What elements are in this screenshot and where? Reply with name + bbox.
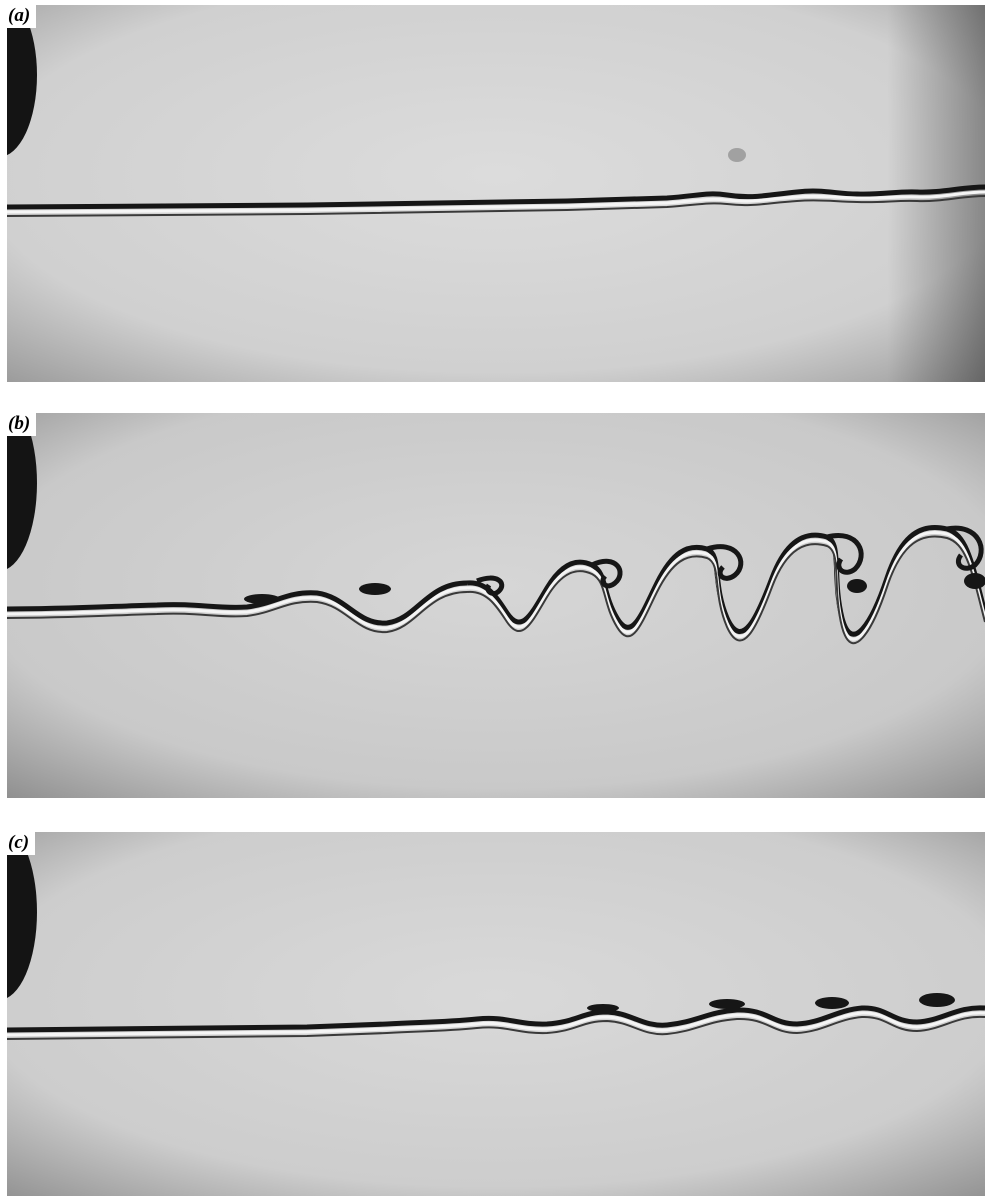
panel-c-background xyxy=(7,832,985,1196)
panel-b-image xyxy=(7,413,985,798)
panel-c-image xyxy=(7,832,985,1196)
panel-b-photo: (b) xyxy=(7,413,985,798)
spot-a xyxy=(728,148,746,162)
cylinder-shadow-b xyxy=(7,413,37,570)
panel-b-label: (b) xyxy=(7,413,37,436)
panel-a-label: (a) xyxy=(7,5,37,28)
panel-a-photo: (a) xyxy=(7,5,985,382)
dye-streak-b xyxy=(7,524,985,645)
cylinder-shadow-c xyxy=(7,832,37,999)
dye-streak-c xyxy=(7,993,985,1040)
panel-a-image xyxy=(7,5,985,382)
panel-c-photo: (c) xyxy=(7,832,985,1196)
dye-streak-a xyxy=(7,184,985,217)
panel-c-label: (c) xyxy=(7,832,36,855)
cylinder-shadow-a xyxy=(7,5,37,156)
